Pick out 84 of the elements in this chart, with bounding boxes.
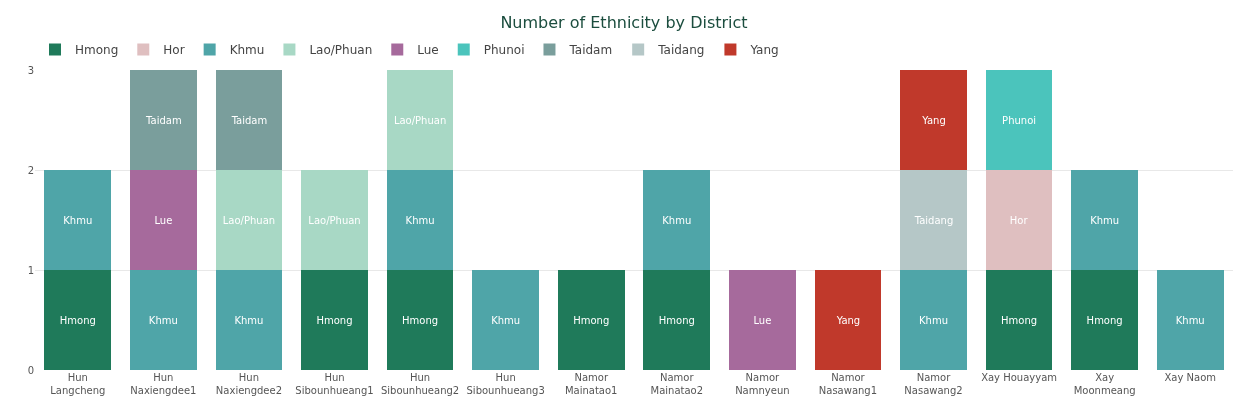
text: Yang [922, 114, 946, 126]
x-tick-label: Namor Mainatao2 [650, 372, 704, 396]
text: Hmong [1086, 314, 1123, 326]
y-tick-label: 3 [27, 64, 34, 76]
x-tick-label: Hun Sibounhueang3 [466, 372, 545, 396]
bar [129, 270, 197, 370]
bar [386, 70, 454, 170]
bar [386, 170, 454, 270]
text: Taidang [914, 214, 954, 226]
text: Hmong [573, 314, 610, 326]
text: Khmu [1175, 314, 1205, 326]
bar [301, 170, 368, 270]
legend-label: Khmu [229, 43, 265, 58]
x-tick-label: Hun Sibounhueang2 [380, 372, 460, 396]
bar [386, 270, 454, 370]
y-tick-label: 2 [27, 164, 34, 176]
bar [985, 170, 1053, 270]
text: Khmu [234, 314, 264, 326]
bar [215, 270, 283, 370]
x-tick-label: Hun Sibounhueang1 [295, 372, 374, 396]
text: Hmong [402, 314, 439, 326]
text: Yang [836, 314, 861, 326]
legend-label: Taidang [657, 43, 705, 58]
legend-label: Lao/Phuan [309, 43, 373, 58]
text: Lue [154, 214, 173, 226]
legend-label: Taidam [568, 43, 613, 58]
text: Taidam [146, 114, 182, 126]
text: Hor [1009, 214, 1028, 226]
bar [44, 270, 112, 370]
bar [301, 270, 368, 370]
bar [985, 70, 1053, 170]
text: Lao/Phuan [393, 114, 447, 126]
text: Phunoi [1002, 114, 1037, 126]
bar [1156, 270, 1224, 370]
x-tick-label: Hun Naxiengdee2 [215, 372, 283, 396]
bar [643, 170, 711, 270]
text: Hmong [316, 314, 353, 326]
bar [215, 70, 283, 170]
text: Khmu [1090, 214, 1120, 226]
bar [129, 70, 197, 170]
legend-label: Lue [417, 43, 439, 58]
x-tick-label: Namor Nasawang1 [818, 372, 878, 396]
text: Hmong [59, 314, 96, 326]
text: Lao/Phuan [308, 214, 361, 226]
x-tick-label: Xay Naom [1164, 372, 1216, 383]
bar [900, 270, 967, 370]
x-tick-label: Namor Nasawang2 [904, 372, 963, 396]
text: Lao/Phuan [222, 214, 276, 226]
x-tick-label: Namor Mainatao1 [564, 372, 618, 396]
bar [215, 170, 283, 270]
bar [472, 270, 540, 370]
text: Khmu [491, 314, 521, 326]
bar [985, 270, 1053, 370]
x-tick-label: Xay Houayyam [981, 372, 1058, 383]
x-tick-label: Xay Moonmeang [1073, 372, 1136, 396]
bar [1071, 270, 1139, 370]
text: Hmong [1001, 314, 1038, 326]
legend-label: Phunoi [483, 43, 525, 58]
bar [129, 170, 197, 270]
bar [728, 270, 796, 370]
x-tick-label: Hun Naxiengdee1 [130, 372, 197, 396]
text: Khmu [919, 314, 948, 326]
bar [1071, 170, 1139, 270]
x-tick-label: Hun Langcheng [50, 372, 106, 396]
bar [643, 270, 711, 370]
bar [44, 170, 112, 270]
bar [900, 170, 967, 270]
text: Khmu [405, 214, 435, 226]
x-tick-label: Namor Namnyeun [735, 372, 790, 396]
legend-label: Yang [749, 43, 779, 58]
text: Hmong [658, 314, 695, 326]
chart-title: Number of Ethnicity by District [500, 12, 748, 32]
y-tick-label: 1 [27, 264, 34, 276]
bar [814, 270, 882, 370]
text: Taidam [231, 114, 268, 126]
bar [557, 270, 625, 370]
text: Khmu [148, 314, 178, 326]
legend-label: Hor [163, 43, 185, 58]
legend-label: Hmong [75, 43, 119, 58]
bar [900, 70, 967, 170]
text: Khmu [63, 214, 93, 226]
text: Khmu [662, 214, 692, 226]
text: Lue [753, 314, 772, 326]
y-tick-label: 0 [27, 364, 34, 376]
